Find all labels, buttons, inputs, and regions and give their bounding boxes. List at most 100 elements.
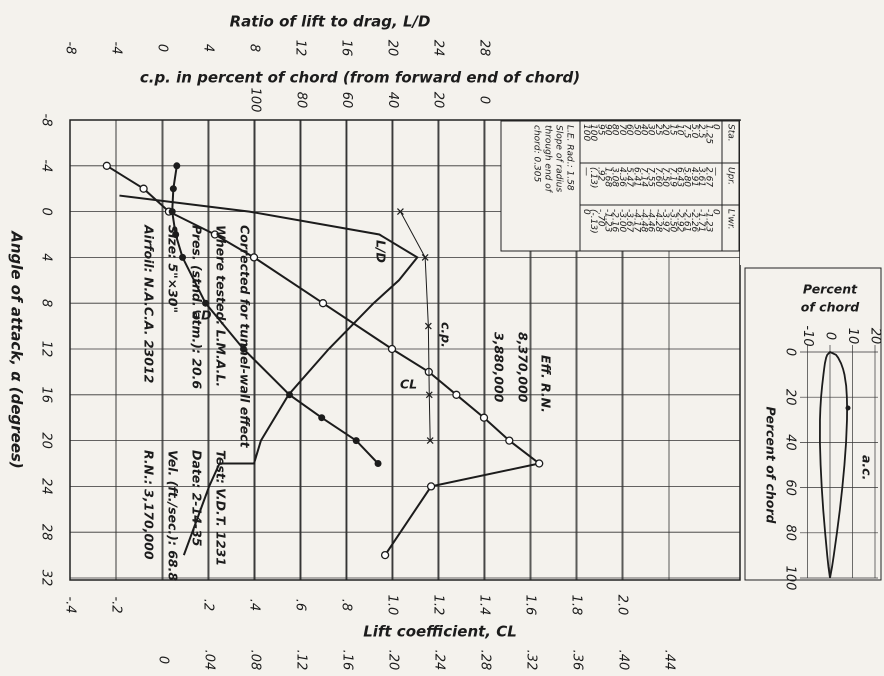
y-tick-label: 32 [39, 570, 54, 587]
table-cell: 50 [631, 124, 641, 136]
y-tick-label: 24 [39, 478, 54, 495]
table-cell: -3.50 [667, 209, 677, 233]
series-label: CD [192, 308, 212, 323]
section-tick: 0 [823, 332, 838, 340]
table-cell: 10 [675, 124, 685, 136]
section-tick: 100 [783, 566, 798, 591]
note: R.N.: 3,170,000 [142, 450, 157, 560]
x-tick-label: .2 [201, 599, 216, 611]
table-cell: -2.61 [682, 209, 692, 232]
x-tick-label: 2.0 [615, 595, 630, 616]
x4-tick-label: .40 [616, 650, 631, 671]
section-axis-title: Percent of chord [764, 407, 779, 525]
cp-axis-title: c.p. in percent of chord (from forward e… [140, 69, 580, 87]
note: Corrected for tunnel-wall effect [238, 225, 253, 449]
x-tick-label: 1.8 [569, 595, 584, 616]
x4-tick-label: .12 [294, 650, 309, 671]
section-title: Percent [803, 282, 858, 297]
ac-label: a.c. [860, 455, 875, 480]
table-cell: -4.17 [631, 209, 641, 233]
y-tick-label: 4 [39, 253, 54, 261]
section-tick: 0 [783, 348, 798, 356]
x3-tick-label: 60 [339, 92, 354, 109]
x2-tick-label: 8 [247, 44, 262, 52]
plot-frame [69, 119, 741, 581]
point [172, 231, 180, 238]
table-cell: 60 [624, 124, 634, 136]
table-cell: 4.36 [617, 167, 627, 187]
x-tick-label: -.2 [109, 596, 124, 613]
table-cell: 3.08 [610, 167, 620, 187]
x2-tick-label: 20 [385, 40, 400, 57]
table-header: Sta. [726, 124, 736, 142]
section-title: of chord [801, 300, 860, 315]
table-cell: (-.13) [588, 209, 598, 234]
point [139, 184, 148, 193]
table-cell: 6.41 [631, 167, 641, 187]
table-cell: 5.80 [682, 167, 692, 187]
airfoil-outline [819, 350, 849, 579]
table-cell: -2.26 [689, 209, 699, 233]
series-label: CL [400, 377, 417, 392]
point [425, 391, 433, 399]
table-cell: -4.48 [639, 209, 649, 233]
note: Vel. (ft./sec.): 68.8 [166, 450, 181, 581]
table-cell: 7.5 [682, 124, 692, 139]
table-cell: 1.68 [603, 167, 613, 187]
x2-tick-label: -8 [63, 42, 78, 55]
x-tick-label: .6 [293, 599, 308, 611]
table-cell: 5.47 [624, 167, 634, 187]
table-cell: -3.97 [660, 209, 670, 233]
blank-area [740, 121, 883, 265]
table-cell: — [711, 167, 721, 176]
table-note: Slope of radius [554, 125, 564, 192]
series-label: L/D [374, 240, 389, 263]
section-tick: 60 [783, 479, 798, 496]
table-note: through end of [543, 125, 553, 194]
table-cell: 95 [595, 124, 605, 136]
section-tick: 20 [868, 328, 883, 345]
point [168, 208, 176, 216]
x-tick-label: 1.0 [385, 595, 400, 616]
y-tick-label: 12 [39, 341, 54, 358]
x2-tick-label: 24 [431, 40, 446, 57]
note: Date: 2-14-35 [190, 450, 205, 547]
table-cell: 80 [610, 124, 620, 136]
chart-title: Ratio of lift to drag, L/D [230, 13, 431, 31]
table-cell: -.70 [595, 209, 605, 227]
x3-tick-label: 80 [293, 92, 308, 109]
table-cell: -2.92 [675, 209, 685, 233]
table-cell: -2.16 [610, 209, 620, 233]
y-tick-label: -8 [39, 114, 54, 127]
table-cell: 2.5 [696, 124, 706, 139]
table-cell: -4.46 [646, 209, 656, 233]
point [426, 437, 434, 445]
table-cell: 40 [639, 124, 649, 136]
y-tick-label: 28 [39, 524, 54, 541]
y-axis-title: Angle of attack, α (degrees) [8, 230, 26, 469]
x2-tick-label: -4 [109, 42, 124, 55]
point [421, 253, 429, 261]
point [318, 414, 326, 422]
table-cell: 0 [581, 209, 591, 215]
series-line [106, 164, 542, 556]
table-cell: 100 [581, 124, 591, 141]
table-cell: 25 [653, 124, 663, 136]
eff-rn: 3,880,000 [492, 332, 507, 403]
table-cell: 7.50 [660, 167, 670, 187]
table-cell: 4.91 [689, 167, 699, 187]
note: Airfoil: N.A.C.A. 23012 [142, 224, 157, 383]
x3-tick-label: 20 [431, 92, 446, 109]
table-cell: -4.28 [653, 209, 663, 233]
point [387, 344, 397, 354]
section-tick: 20 [783, 389, 798, 406]
table-cell: -1.23 [603, 209, 613, 233]
table-cell: (.13) [588, 167, 598, 188]
x-tick-label: 1.2 [431, 595, 446, 616]
x2-tick-label: 28 [477, 40, 492, 57]
table-cell: 15 [667, 124, 677, 136]
section-tick: 80 [783, 525, 798, 542]
table-cell: 0 [711, 124, 721, 130]
